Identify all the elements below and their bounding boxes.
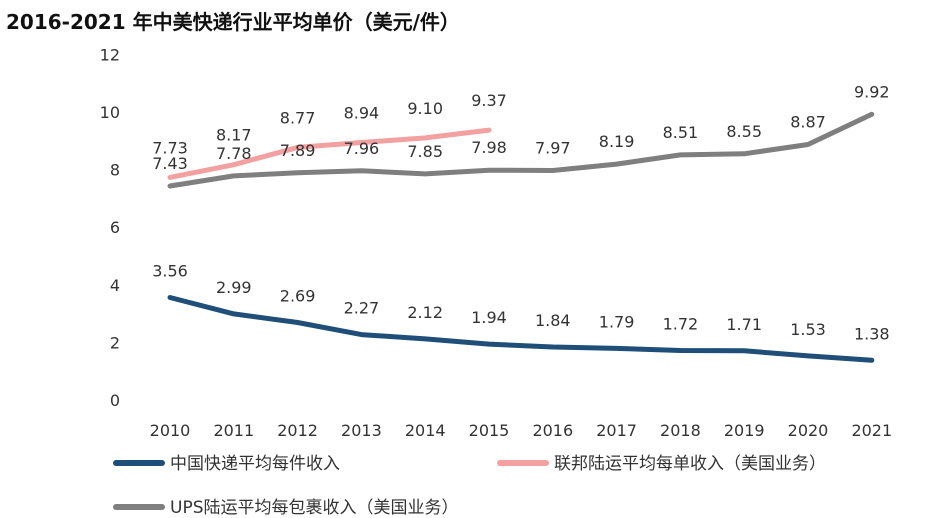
data-label: 1.84 bbox=[535, 311, 571, 330]
data-label: 1.53 bbox=[790, 320, 826, 339]
x-tick-label: 2011 bbox=[213, 421, 254, 440]
x-tick-label: 2012 bbox=[277, 421, 318, 440]
data-label: 3.56 bbox=[152, 261, 188, 280]
y-tick-label: 6 bbox=[110, 218, 120, 237]
legend-label: 联邦陆运平均每单收入（美国业务） bbox=[554, 454, 826, 474]
x-tick-label: 2015 bbox=[469, 421, 510, 440]
data-label: 7.85 bbox=[407, 142, 443, 161]
data-label: 7.43 bbox=[152, 154, 188, 173]
data-label: 2.27 bbox=[344, 299, 380, 318]
data-label: 7.98 bbox=[471, 138, 507, 157]
y-tick-label: 10 bbox=[100, 103, 120, 122]
y-tick-label: 4 bbox=[110, 276, 120, 295]
x-tick-label: 2013 bbox=[341, 421, 382, 440]
data-label: 8.19 bbox=[599, 132, 635, 151]
data-label: 1.79 bbox=[599, 312, 635, 331]
data-label: 7.73 bbox=[152, 138, 188, 157]
data-label: 7.97 bbox=[535, 138, 571, 157]
data-label: 2.99 bbox=[216, 278, 252, 297]
data-label: 8.77 bbox=[280, 108, 316, 127]
data-label: 7.96 bbox=[344, 139, 380, 158]
x-tick-label: 2018 bbox=[660, 421, 701, 440]
data-label: 9.92 bbox=[854, 82, 890, 101]
y-tick-label: 0 bbox=[110, 391, 120, 410]
series-line-1 bbox=[167, 295, 875, 363]
data-label: 8.17 bbox=[216, 126, 252, 145]
data-label: 8.55 bbox=[726, 122, 762, 141]
chart-title: 2016-2021 年中美快递行业平均单价（美元/件） bbox=[6, 10, 460, 34]
data-label: 7.78 bbox=[216, 144, 252, 163]
data-label: 1.71 bbox=[726, 315, 762, 334]
x-tick-label: 2016 bbox=[532, 421, 573, 440]
data-label: 1.38 bbox=[854, 324, 890, 343]
legend-label: UPS陆运平均每包裹收入（美国业务） bbox=[170, 498, 459, 518]
data-label: 7.89 bbox=[280, 141, 316, 160]
x-tick-label: 2020 bbox=[788, 421, 829, 440]
x-tick-label: 2014 bbox=[405, 421, 446, 440]
series-line-2 bbox=[167, 127, 492, 180]
data-label: 9.37 bbox=[471, 91, 507, 110]
legend-label: 中国快递平均每件收入 bbox=[170, 454, 340, 474]
data-label: 2.69 bbox=[280, 287, 316, 306]
data-label: 9.10 bbox=[407, 99, 443, 118]
data-label: 8.94 bbox=[344, 104, 380, 123]
data-label: 2.12 bbox=[407, 303, 443, 322]
data-label: 1.72 bbox=[663, 314, 699, 333]
data-label: 8.87 bbox=[790, 113, 826, 132]
y-tick-label: 8 bbox=[110, 161, 120, 180]
x-tick-label: 2010 bbox=[150, 421, 191, 440]
series-line-3 bbox=[167, 111, 875, 189]
y-tick-label: 12 bbox=[100, 45, 120, 64]
x-tick-label: 2017 bbox=[596, 421, 637, 440]
data-label: 8.51 bbox=[663, 123, 699, 142]
y-tick-label: 2 bbox=[110, 333, 120, 352]
data-label: 1.94 bbox=[471, 308, 507, 327]
x-tick-label: 2019 bbox=[724, 421, 765, 440]
x-tick-label: 2021 bbox=[851, 421, 892, 440]
